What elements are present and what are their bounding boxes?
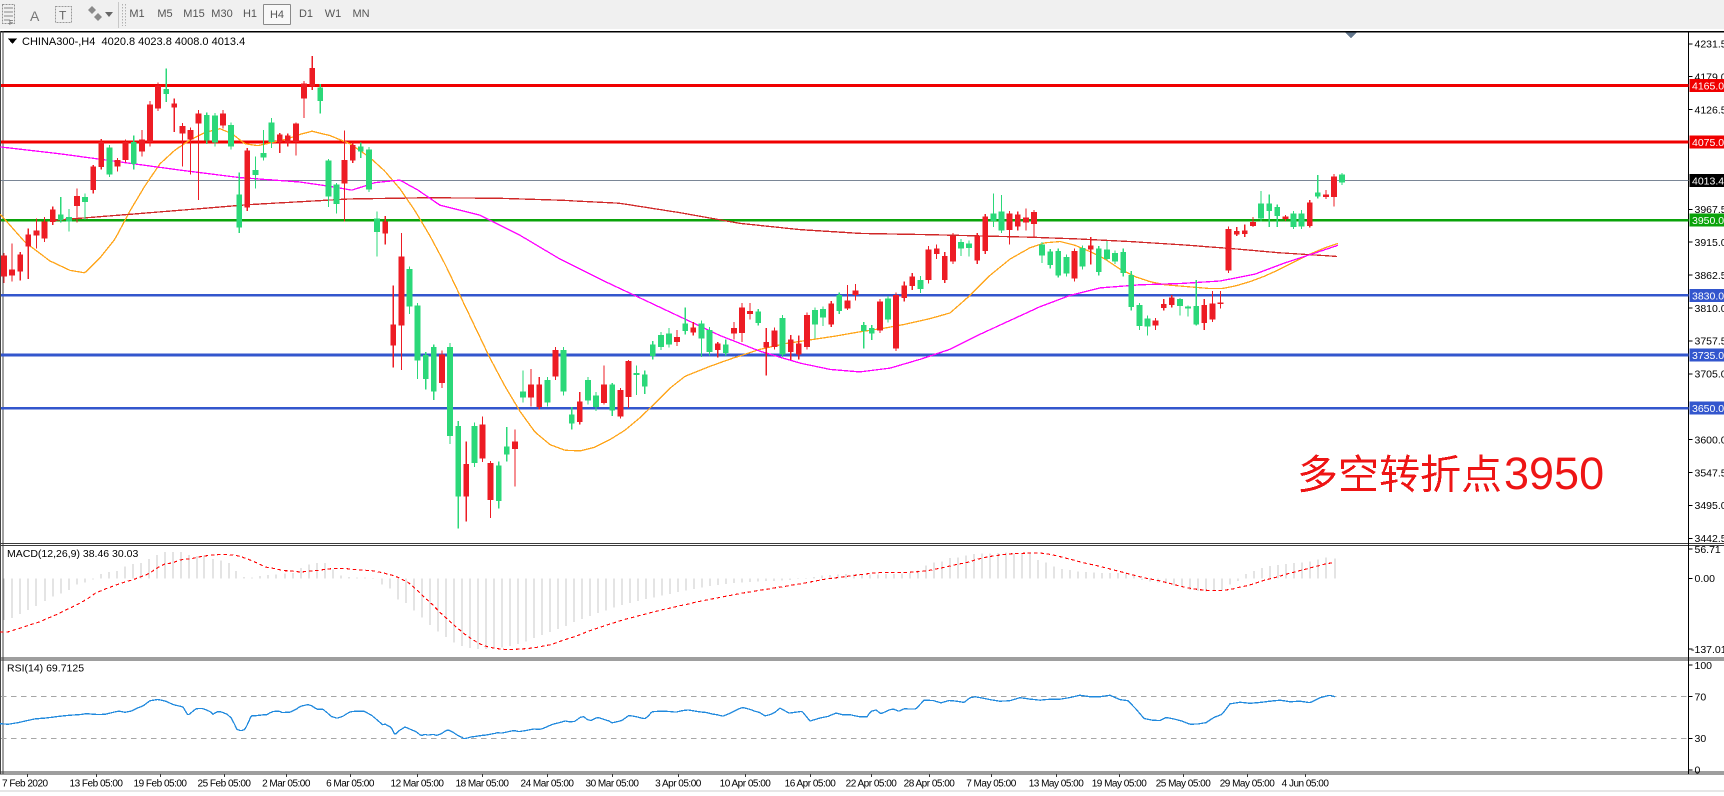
svg-text:3950.0: 3950.0 [1692,215,1724,227]
svg-text:2 Mar 05:00: 2 Mar 05:00 [262,779,311,790]
svg-text:3830.0: 3830.0 [1692,290,1724,302]
svg-text:56.71: 56.71 [1695,544,1721,556]
svg-text:F: F [9,20,13,27]
svg-text:24 Mar 05:00: 24 Mar 05:00 [521,779,575,790]
svg-text:7 May 05:00: 7 May 05:00 [966,779,1016,790]
svg-text:100: 100 [1695,660,1713,672]
svg-text:CHINA300-,H4 4020.8 4023.8 40: CHINA300-,H4 4020.8 4023.8 4008.0 4013.4 [22,36,245,48]
svg-text:6 Mar 05:00: 6 Mar 05:00 [326,779,375,790]
svg-text:30: 30 [1695,733,1707,745]
svg-text:12 Mar 05:00: 12 Mar 05:00 [391,779,445,790]
svg-text:3810.0: 3810.0 [1695,303,1724,315]
svg-text:3705.0: 3705.0 [1695,369,1724,381]
svg-text:4231.5: 4231.5 [1695,39,1724,51]
svg-text:3442.5: 3442.5 [1695,533,1724,545]
svg-text:4 Jun 05:00: 4 Jun 05:00 [1282,779,1330,790]
svg-text:3650.0: 3650.0 [1692,403,1724,415]
svg-text:3915.0: 3915.0 [1695,237,1724,249]
svg-text:70: 70 [1695,691,1707,703]
svg-text:25 May 05:00: 25 May 05:00 [1156,779,1212,790]
svg-text:7 Feb 2020: 7 Feb 2020 [2,779,49,790]
svg-text:30 Mar 05:00: 30 Mar 05:00 [586,779,640,790]
svg-text:3862.5: 3862.5 [1695,270,1724,282]
svg-text:T: T [59,9,67,23]
svg-text:MACD(12,26,9) 38.46 30.03: MACD(12,26,9) 38.46 30.03 [7,548,138,560]
svg-text:0: 0 [1695,765,1701,777]
svg-text:29 May 05:00: 29 May 05:00 [1220,779,1276,790]
svg-text:3757.5: 3757.5 [1695,336,1724,348]
svg-text:3 Apr 05:00: 3 Apr 05:00 [655,779,702,790]
svg-text:4013.4: 4013.4 [1692,176,1724,188]
svg-text:18 Mar 05:00: 18 Mar 05:00 [456,779,510,790]
svg-text:3600.0: 3600.0 [1695,434,1724,446]
svg-text:10 Apr 05:00: 10 Apr 05:00 [720,779,772,790]
svg-text:3735.0: 3735.0 [1692,350,1724,362]
svg-text:22 Apr 05:00: 22 Apr 05:00 [846,779,898,790]
svg-text:4075.0: 4075.0 [1692,137,1724,149]
svg-text:4165.0: 4165.0 [1692,81,1724,93]
svg-text:4126.5: 4126.5 [1695,104,1724,116]
svg-text:19 May 05:00: 19 May 05:00 [1092,779,1148,790]
svg-text:3547.5: 3547.5 [1695,467,1724,479]
svg-text:13 Feb 05:00: 13 Feb 05:00 [70,779,124,790]
svg-text:19 Feb 05:00: 19 Feb 05:00 [134,779,188,790]
svg-text:16 Apr 05:00: 16 Apr 05:00 [785,779,837,790]
svg-text:A: A [30,8,40,24]
svg-text:0.00: 0.00 [1695,573,1716,585]
svg-text:13 May 05:00: 13 May 05:00 [1029,779,1085,790]
svg-text:25 Feb 05:00: 25 Feb 05:00 [198,779,252,790]
svg-text:3967.5: 3967.5 [1695,204,1724,216]
svg-text:-137.01: -137.01 [1691,644,1724,656]
svg-text:3495.0: 3495.0 [1695,500,1724,512]
svg-text:3950: 3950 [1504,448,1604,499]
svg-text:28 Apr 05:00: 28 Apr 05:00 [904,779,956,790]
svg-text:RSI(14) 69.7125: RSI(14) 69.7125 [7,663,84,675]
